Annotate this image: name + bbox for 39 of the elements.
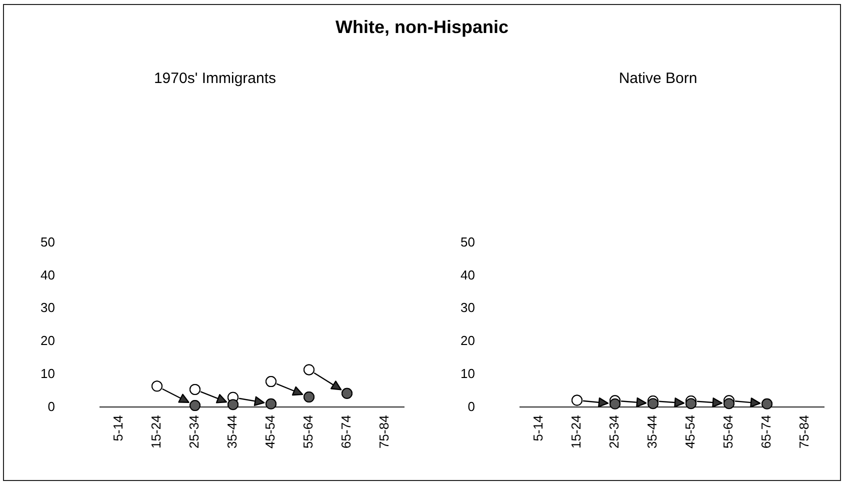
x-tick-label: 65-74 (758, 415, 774, 448)
x-tick-label: 45-54 (262, 415, 278, 448)
y-tick-label: 40 (460, 267, 475, 282)
x-tick-label: 5-14 (530, 415, 546, 442)
y-tick-label: 30 (460, 300, 475, 316)
x-tick-label: 35-44 (644, 415, 660, 448)
point (190, 384, 200, 395)
y-tick-label: 10 (460, 366, 475, 381)
y-tick-label: 40 (40, 267, 55, 282)
y-tick-label: 0 (48, 398, 55, 414)
x-tick-label: 15-24 (568, 415, 584, 448)
x-tick-label: 75-84 (376, 415, 392, 448)
point (152, 380, 162, 392)
y-tick-label: 0 (468, 398, 475, 414)
x-tick-label: 55-64 (300, 415, 316, 448)
point (342, 388, 352, 399)
x-tick-label: 25-34 (186, 415, 202, 448)
x-tick-label: 55-64 (720, 415, 736, 448)
x-tick-label: 45-54 (682, 415, 698, 448)
y-tick-label: 20 (460, 333, 475, 348)
x-tick-label: 75-84 (796, 415, 812, 448)
y-tick-label: 20 (40, 333, 55, 348)
x-tick-label: 35-44 (224, 415, 240, 448)
y-tick-label: 50 (40, 234, 55, 250)
x-tick-label: 65-74 (338, 415, 354, 448)
y-tick-label: 30 (40, 300, 55, 316)
y-tick-label: 10 (40, 366, 55, 381)
point (266, 376, 276, 388)
chart-subtitle: Native Born (618, 70, 698, 87)
y-tick-label: 50 (460, 234, 475, 250)
point (304, 392, 314, 403)
x-tick-label: 25-34 (606, 415, 622, 448)
point (228, 399, 238, 410)
point (304, 364, 314, 376)
point (190, 400, 200, 412)
chart-subtitle: 1970s' Immigrants (152, 70, 278, 87)
x-tick-label: 15-24 (148, 415, 164, 448)
chart-title: White, non-Hispanic (334, 17, 510, 38)
x-tick-label: 5-14 (110, 415, 126, 442)
